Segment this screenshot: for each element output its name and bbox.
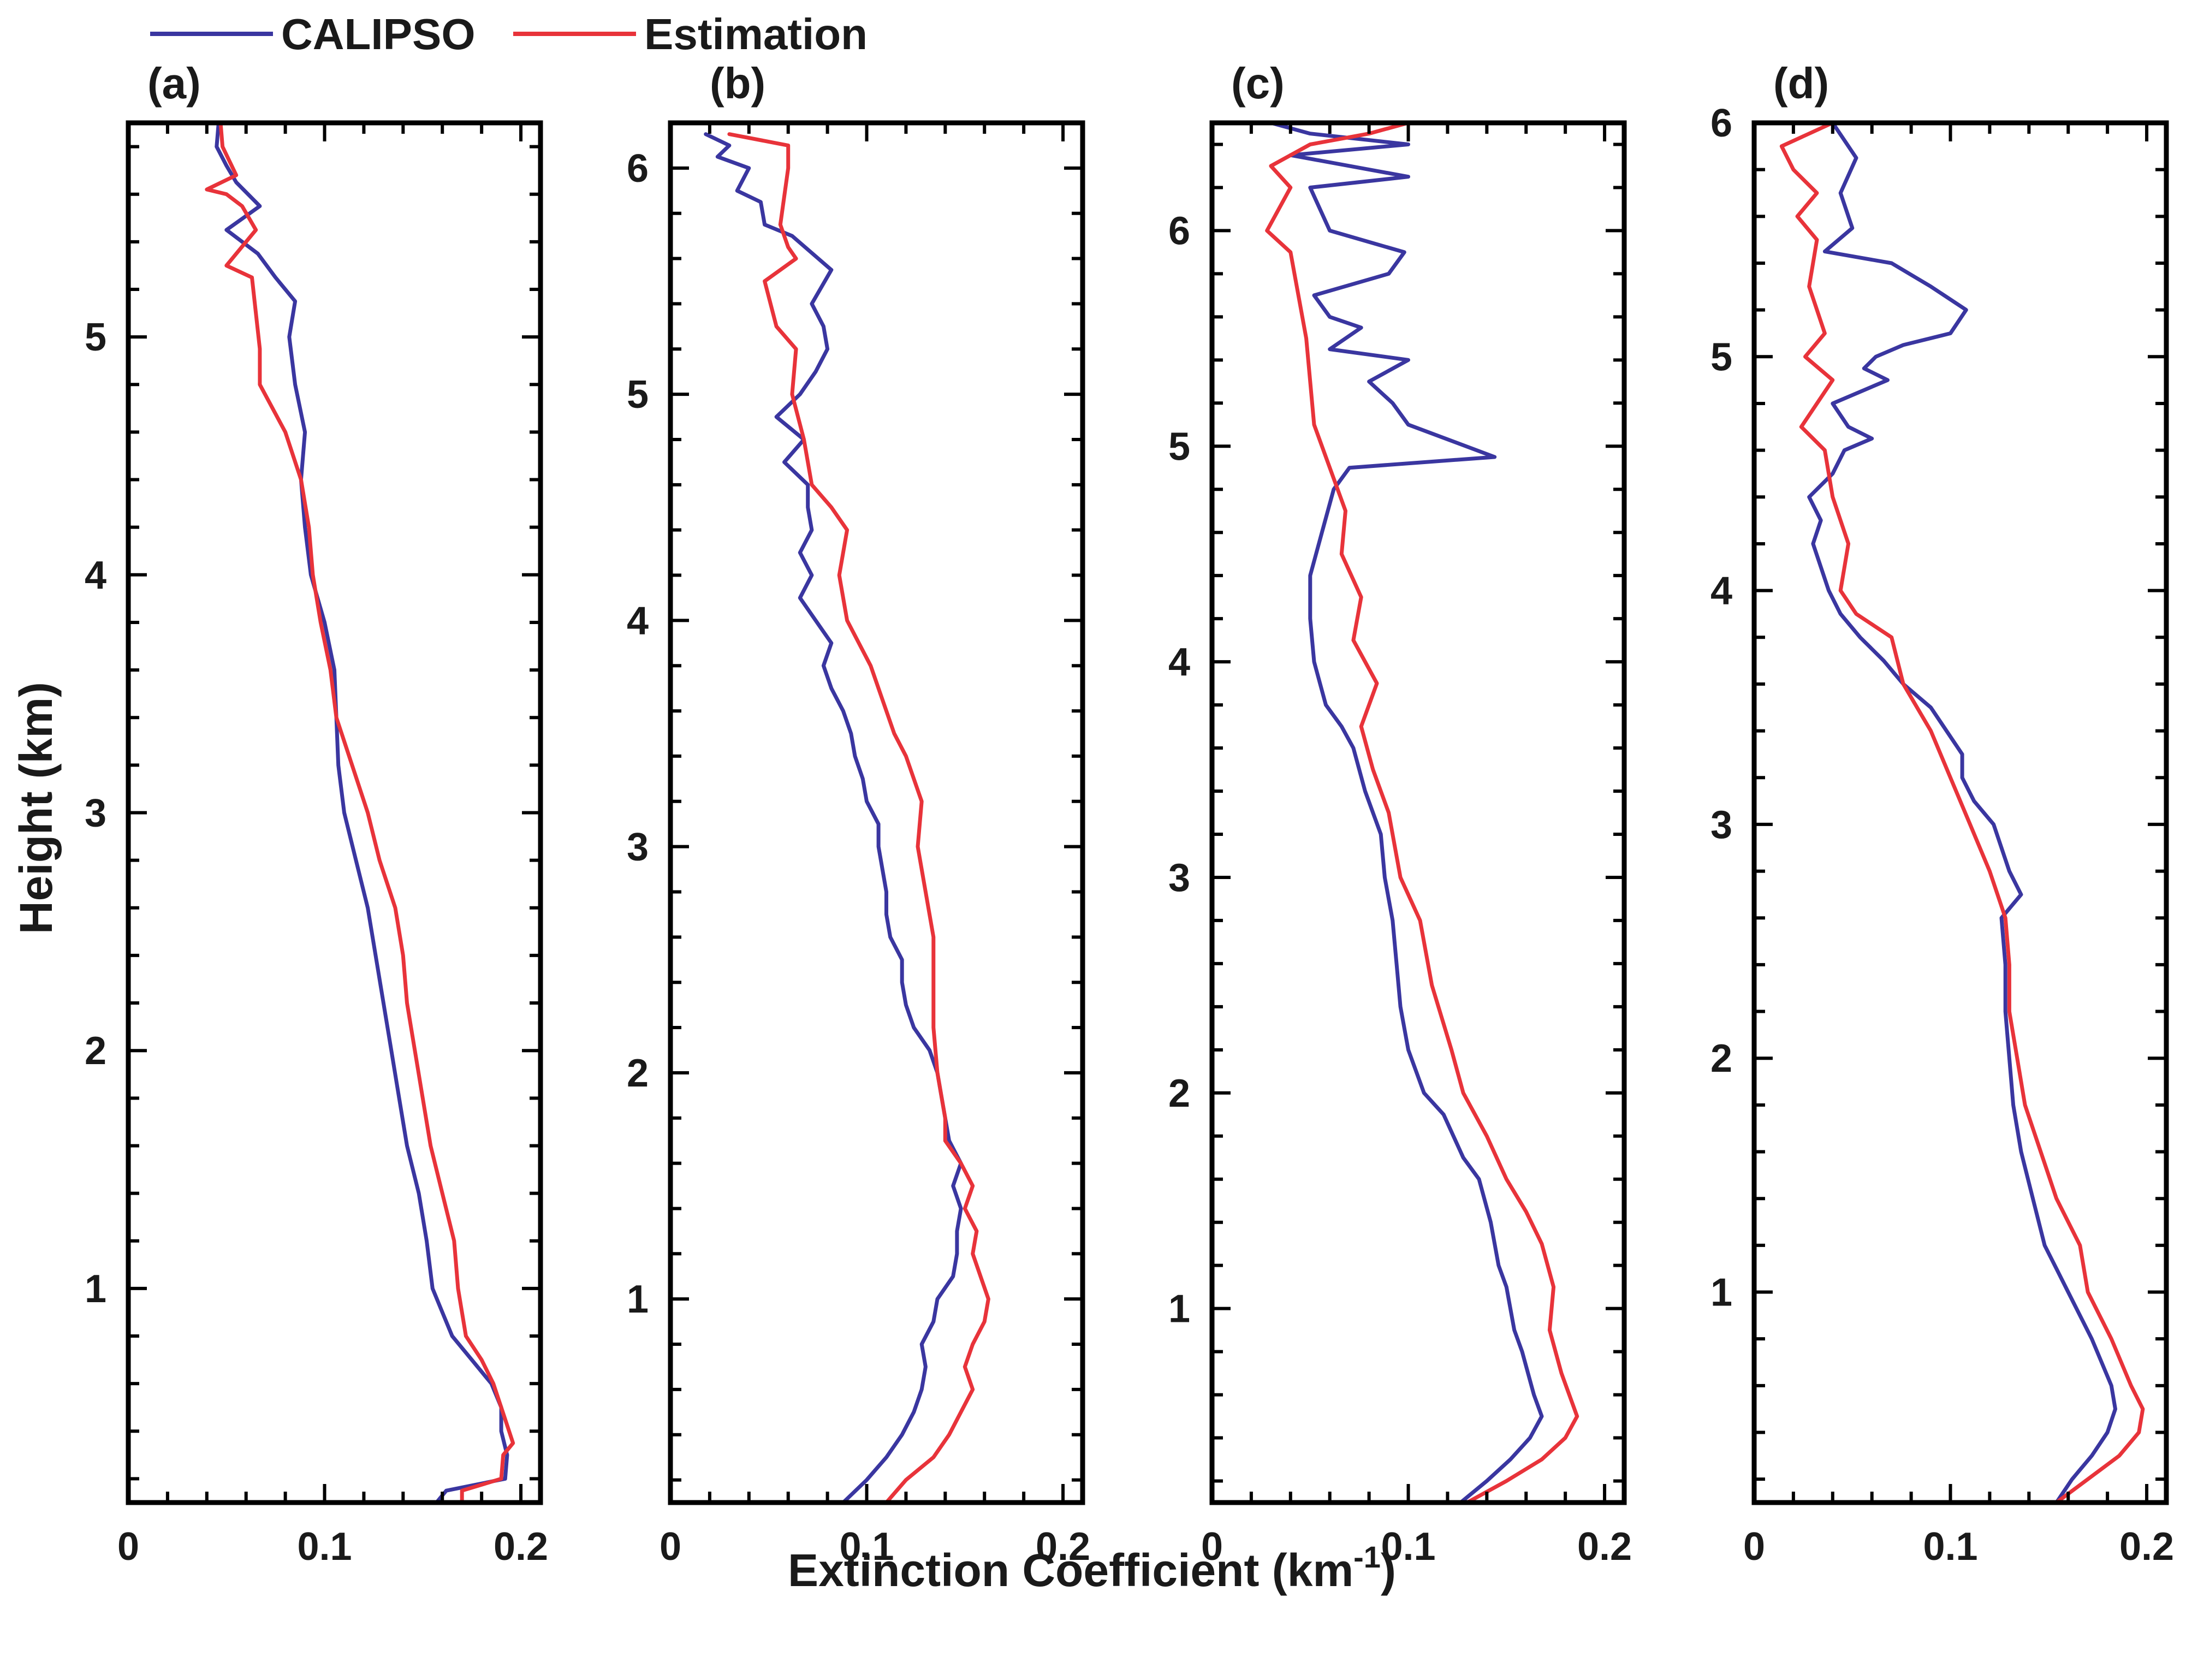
series-line-estimation-c bbox=[1265, 123, 1579, 1503]
panel-label-c: (c) bbox=[1231, 59, 1285, 108]
panel-b: (b) 0 0.1 0.2 1 2 3 4 5 6 bbox=[627, 59, 1090, 1569]
y-tick-label: 2 bbox=[85, 1029, 106, 1073]
x-tick-label: 0.1 bbox=[297, 1525, 352, 1569]
x-axis-label: Extinction Coefficient (km-1) bbox=[788, 1540, 1396, 1596]
y-tick-label: 2 bbox=[627, 1052, 649, 1095]
x-tick-label: 0.2 bbox=[2119, 1525, 2174, 1569]
y-tick-label: 4 bbox=[1710, 569, 1732, 613]
x-tick-label: 0 bbox=[1743, 1525, 1765, 1569]
x-tick-label: 0.2 bbox=[1577, 1525, 1632, 1569]
y-tick-label: 4 bbox=[85, 554, 106, 597]
x-axis-label-superscript: -1 bbox=[1353, 1540, 1381, 1574]
x-tick-label: 0.1 bbox=[1923, 1525, 1977, 1569]
y-tick-label: 1 bbox=[627, 1278, 649, 1321]
series-line-calipso-c bbox=[1269, 123, 1544, 1503]
y-tick-label: 1 bbox=[85, 1267, 106, 1311]
x-tick-label: 0.1 bbox=[839, 1525, 894, 1569]
y-tick-label: 3 bbox=[85, 792, 106, 835]
series-line-estimation-a bbox=[205, 123, 515, 1503]
x-tick-label: 0.2 bbox=[494, 1525, 548, 1569]
axes-frame-b bbox=[668, 120, 1085, 1505]
y-tick-label: 3 bbox=[1168, 856, 1190, 900]
x-axis-label-close: ) bbox=[1381, 1545, 1396, 1596]
x-tick-label: 0.2 bbox=[1036, 1525, 1090, 1569]
panel-a: (a) 0 0.1 0.2 1 2 3 4 5 bbox=[85, 59, 548, 1569]
panel-label-a: (a) bbox=[147, 59, 201, 108]
y-tick-label: 5 bbox=[627, 373, 649, 417]
y-tick-label: 3 bbox=[1710, 803, 1732, 847]
series-line-estimation-d bbox=[1779, 123, 2145, 1503]
panel-label-b: (b) bbox=[710, 59, 765, 108]
y-tick-label: 6 bbox=[1710, 102, 1732, 145]
y-tick-label: 5 bbox=[1710, 335, 1732, 379]
legend-label-estimation: Estimation bbox=[644, 10, 868, 58]
x-tick-label: 0 bbox=[117, 1525, 139, 1569]
y-tick-label: 4 bbox=[1168, 640, 1190, 684]
series-line-calipso-a bbox=[215, 123, 509, 1503]
series-line-estimation-b bbox=[727, 132, 990, 1503]
y-tick-label: 1 bbox=[1710, 1271, 1732, 1315]
panel-label-d: (d) bbox=[1773, 59, 1829, 108]
y-tick-label: 2 bbox=[1710, 1037, 1732, 1081]
legend-label-calipso: CALIPSO bbox=[281, 10, 476, 58]
axes-frame-c bbox=[1209, 120, 1627, 1505]
x-axis-label-main: Extinction Coefficient (km bbox=[788, 1545, 1353, 1596]
x-tick-label: 0 bbox=[1201, 1525, 1223, 1569]
y-axis-label: Height (km) bbox=[10, 682, 62, 934]
x-tick-label: 0.1 bbox=[1381, 1525, 1435, 1569]
panel-d: (d) 0 0.1 0.2 1 2 3 4 5 6 bbox=[1710, 59, 2174, 1569]
y-tick-label: 1 bbox=[1168, 1287, 1190, 1331]
y-tick-label: 5 bbox=[1168, 425, 1190, 468]
panel-c: (c) 0 0.1 0.2 1 2 3 4 5 6 bbox=[1168, 59, 1632, 1569]
y-tick-label: 4 bbox=[627, 599, 649, 643]
axes-frame-d bbox=[1751, 120, 2169, 1505]
series-line-calipso-b bbox=[704, 132, 963, 1503]
y-tick-label: 5 bbox=[85, 316, 106, 359]
series-line-calipso-d bbox=[1807, 123, 2117, 1503]
y-tick-label: 6 bbox=[627, 147, 649, 191]
y-tick-label: 2 bbox=[1168, 1072, 1190, 1115]
y-tick-label: 3 bbox=[627, 826, 649, 869]
y-tick-label: 6 bbox=[1168, 209, 1190, 253]
legend: CALIPSO Estimation bbox=[150, 10, 868, 58]
x-tick-label: 0 bbox=[660, 1525, 681, 1569]
